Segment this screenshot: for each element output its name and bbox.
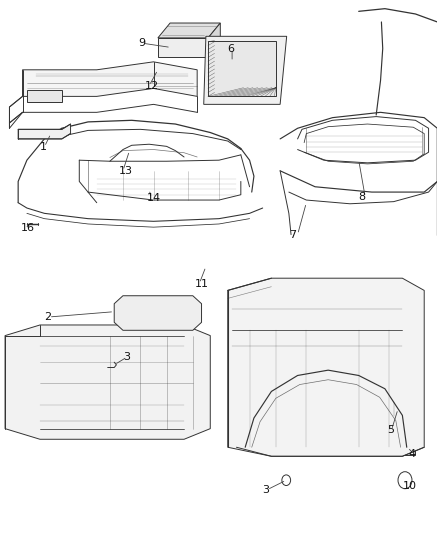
Polygon shape [204,36,287,104]
Text: 16: 16 [20,223,34,233]
Text: 9: 9 [138,38,145,48]
Bar [162,304,186,322]
Bar [394,401,403,416]
Text: 3: 3 [123,352,130,362]
Text: 4: 4 [409,449,416,458]
Text: 11: 11 [195,279,209,288]
Bar [401,438,415,455]
Polygon shape [158,38,208,56]
Bar [127,304,151,322]
Polygon shape [158,23,220,38]
Text: 13: 13 [119,166,133,176]
Polygon shape [228,278,424,456]
Polygon shape [18,124,71,139]
Polygon shape [208,23,220,56]
Polygon shape [27,90,62,102]
Polygon shape [208,41,276,96]
Text: 7: 7 [289,230,296,240]
Text: 1: 1 [40,142,47,152]
Polygon shape [5,325,210,439]
Text: 5: 5 [387,425,394,435]
Text: 10: 10 [403,481,417,490]
Text: 6: 6 [228,44,235,53]
Text: 14: 14 [147,193,161,204]
Text: 3: 3 [263,485,270,495]
Text: 8: 8 [359,192,366,203]
Polygon shape [114,296,201,330]
Polygon shape [22,62,197,96]
Text: 12: 12 [145,81,159,91]
Text: 2: 2 [44,312,52,322]
Bar [208,41,276,96]
